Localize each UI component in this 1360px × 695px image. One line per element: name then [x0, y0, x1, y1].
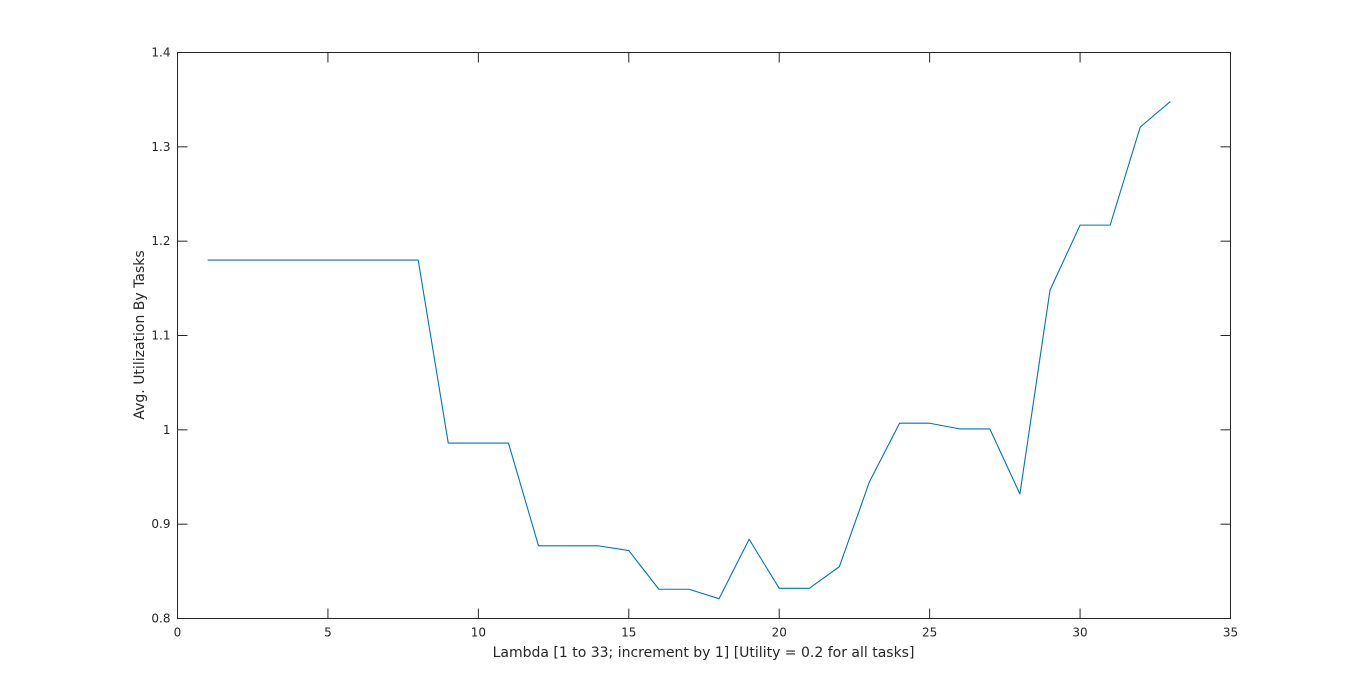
- x-axis-label: Lambda [1 to 33; increment by 1] [Utilit…: [493, 645, 915, 661]
- series-line: [207, 101, 1171, 600]
- y-tick-label: 1.3: [151, 140, 170, 154]
- y-tick-label: 1.4: [151, 46, 170, 60]
- x-tick-label: 15: [621, 626, 636, 640]
- y-tick-label: 0.8: [151, 612, 170, 626]
- plot-frame: [177, 52, 1231, 619]
- plot-area: [177, 52, 1230, 618]
- x-tick-label: 0: [174, 626, 182, 640]
- y-tick-label: 1.2: [151, 234, 170, 248]
- y-tick-label: 1.1: [151, 329, 170, 343]
- x-tick-label: 30: [1072, 626, 1087, 640]
- y-axis-label: Avg. Utilization By Tasks: [132, 250, 148, 419]
- x-tick-label: 35: [1223, 626, 1238, 640]
- y-tick-label: 1: [163, 423, 171, 437]
- x-tick-label: 25: [922, 626, 937, 640]
- x-tick-label: 10: [471, 626, 486, 640]
- x-tick-label: 20: [772, 626, 787, 640]
- x-tick-label: 5: [324, 626, 332, 640]
- tick-labels: 0 5 10 15 20 25 30 35 0.8 0.9 1 1.1 1.2 1.3 1.4: [151, 46, 1238, 640]
- y-tick-label: 0.9: [151, 517, 170, 531]
